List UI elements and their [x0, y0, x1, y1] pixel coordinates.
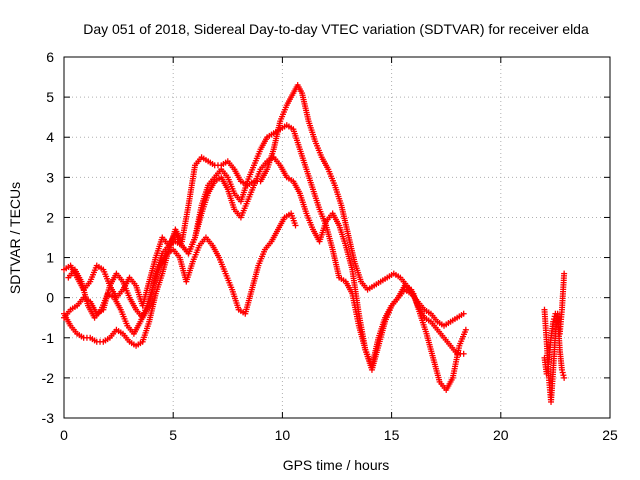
data-point-track-c [460, 310, 467, 317]
y-tick-label: 1 [46, 250, 54, 266]
data-point-track-d [292, 222, 299, 229]
y-tick-label: 4 [46, 129, 54, 145]
x-tick-label: 5 [169, 427, 177, 443]
y-tick-label: 0 [46, 290, 54, 306]
x-tick-label: 10 [275, 427, 291, 443]
y-tick-label: -3 [42, 410, 55, 426]
y-tick-label: 5 [46, 89, 54, 105]
points-layer [61, 82, 568, 405]
y-tick-label: 3 [46, 169, 54, 185]
chart-title: Day 051 of 2018, Sidereal Day-to-day VTE… [83, 21, 589, 37]
data-point-track-f [561, 270, 568, 277]
data-point-track-b [460, 350, 467, 357]
data-point-track-a [462, 326, 469, 333]
data-point-track-f [552, 310, 559, 317]
y-tick-label: 2 [46, 209, 54, 225]
x-axis-label: GPS time / hours [283, 457, 390, 473]
data-marker-track-e [559, 369, 566, 376]
y-tick-label: -2 [42, 370, 55, 386]
y-axis-label: SDTVAR / TECUs [7, 182, 23, 294]
y-tick-label: 6 [46, 49, 54, 65]
tick-layer: 0 5 10 15 20 25 -3 -2 -1 0 1 2 3 4 5 6 [42, 49, 618, 443]
x-tick-label: 0 [60, 427, 68, 443]
grid-layer [64, 57, 610, 418]
y-tick-label: -1 [42, 330, 55, 346]
x-tick-label: 20 [493, 427, 509, 443]
data-marker-track-e [560, 372, 567, 379]
x-tick-label: 25 [602, 427, 618, 443]
plot-frame [63, 56, 611, 419]
data-point-track-e [558, 366, 565, 373]
data-marker-track-f [553, 313, 560, 320]
x-tick-label: 15 [384, 427, 400, 443]
data-point-track-e [561, 374, 568, 381]
